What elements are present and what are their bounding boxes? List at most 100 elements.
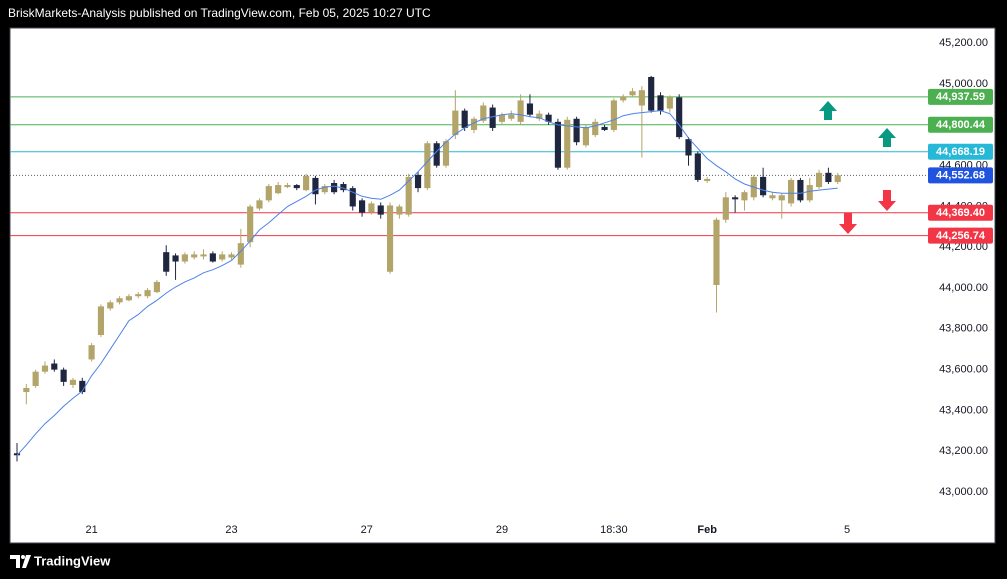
candle-body [554,121,562,168]
candle-body [321,186,328,193]
candle-body [97,306,105,335]
y-tick-label: 43,600.00 [939,364,988,376]
candle-body [386,205,394,272]
candle-body [181,254,188,262]
candle-body [442,141,450,166]
candle-body [69,379,77,385]
candle-body [722,197,729,220]
candle-body [685,139,692,156]
candle-body [331,183,338,193]
candle-body [545,114,552,122]
candle-body [582,126,589,146]
candle-body [228,254,235,258]
candle-body [60,369,67,382]
candle-body [265,186,272,201]
candle-body [797,179,804,201]
y-tick-label: 44,000.00 [939,282,988,294]
candle-body [116,298,123,303]
candle-body [760,176,767,196]
candle-body [461,110,468,128]
level-label-box [928,116,993,133]
logo [10,555,31,568]
candle-body [470,118,478,130]
candle-body [107,302,114,309]
candle-body [508,114,515,119]
candle-body [676,97,683,138]
candle-body [433,143,440,166]
candle-body [741,192,748,201]
candle-body [610,100,617,130]
candle-body [396,206,403,215]
candle-body [32,371,39,386]
x-tick-label: 29 [496,524,508,536]
level-label-box [928,227,993,244]
candle-body [424,143,431,189]
candle-body [769,195,776,199]
candle-body [452,110,459,136]
candle-body [601,126,608,130]
candle-body [713,219,720,285]
y-tick-label: 44,200.00 [939,241,988,253]
candle-body [125,296,132,301]
candle-body [657,95,664,111]
candle-body [526,103,534,115]
candle-body [368,203,375,213]
candle-body [405,176,412,215]
candle-body [312,177,319,195]
y-tick-label: 45,000.00 [939,78,988,90]
candle-body [144,290,151,297]
candle-body [498,114,506,122]
candle-body [377,205,384,215]
candle-body [23,387,30,393]
y-tick-label: 43,400.00 [939,404,988,416]
candle-body [51,363,58,370]
candle-body [200,254,207,257]
candle-body [349,188,356,207]
level-label: 44,937.59 [936,91,985,103]
level-label: 44,256.74 [936,230,986,242]
candle-body [815,172,823,188]
candle-body [191,254,198,258]
candle-body [648,76,655,111]
x-tick-label: 27 [361,524,373,536]
footer-brand: TradingView [34,553,111,568]
candle-body [284,185,291,188]
candle-body [825,172,832,182]
y-tick-label: 43,000.00 [939,486,988,498]
candle-body [666,97,673,109]
level-label: 44,369.40 [936,207,985,219]
candle-body [629,91,636,96]
candle-body [788,179,795,204]
level-label: 44,668.19 [936,146,985,158]
candle-body [564,119,571,168]
candle-body [41,365,49,372]
candle-body [694,153,701,180]
y-tick-label: 43,800.00 [939,323,988,335]
candle-body [358,200,366,213]
candle-body [704,178,711,181]
candle-body [620,96,627,101]
candle-body [247,206,254,243]
arrow-up [819,101,896,147]
y-tick-label: 45,200.00 [939,37,988,49]
candle-body [573,118,580,143]
level-label-box [928,204,993,221]
x-tick-label: Feb [697,524,717,536]
header: BriskMarkets-Analysis published on Tradi… [8,6,431,20]
candle-body [135,294,142,297]
y-tick-label: 43,200.00 [939,445,988,457]
candle-body [592,121,599,136]
candle-body [163,252,170,272]
x-tick-label: 5 [844,524,850,536]
candle-body [732,197,739,200]
candle-body [834,175,841,182]
candle-body [13,453,21,456]
candle-body [219,254,226,260]
level-label-box [928,143,993,160]
candle-body [806,185,813,201]
x-tick-label: 23 [225,524,237,536]
level-label: 44,800.44 [936,119,986,131]
x-tick-label: 18:30 [600,524,628,536]
candle-body [153,281,160,293]
